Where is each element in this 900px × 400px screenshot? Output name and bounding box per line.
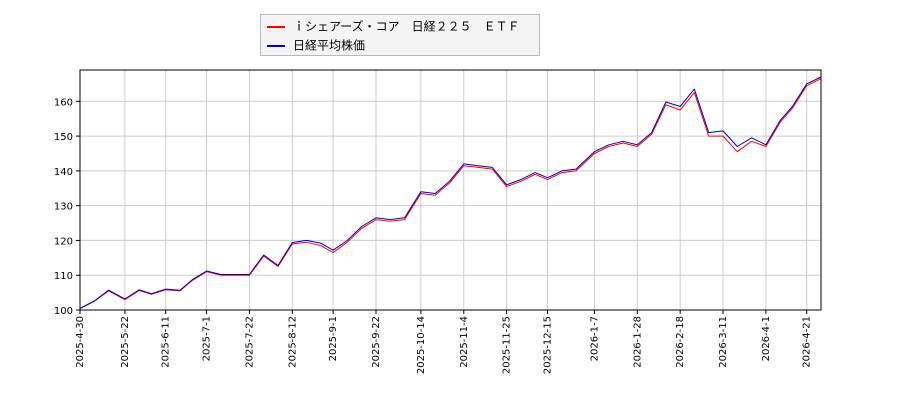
x-tick-label: 2025-11-25: [502, 316, 513, 374]
series-line-nikkei: [79, 76, 822, 309]
x-tick-label: 2026-2-18: [675, 316, 686, 368]
x-tick-label: 2025-7-1: [202, 316, 213, 361]
plot-area: [80, 70, 821, 310]
legend-item-nikkei: 日経平均株価: [267, 37, 365, 53]
x-tick-label: 2025-9-1: [328, 316, 339, 361]
plot-frame: [79, 69, 822, 311]
x-tick-label: 2025-4-30: [75, 316, 86, 368]
legend-label-nikkei: 日経平均株価: [293, 38, 366, 53]
y-tick-label: 150: [54, 132, 73, 143]
x-tick-label: 2025-9-22: [371, 316, 382, 368]
legend-swatch-nikkei: [267, 44, 285, 47]
y-tick-label: 140: [54, 167, 73, 178]
series-line-etf: [79, 78, 822, 310]
legend-item-etf: ｉシェアーズ・コア 日経２２５ ＥＴＦ: [267, 18, 520, 34]
y-tick-label: 130: [54, 202, 73, 213]
x-tick-label: 2025-7-22: [244, 316, 255, 368]
legend-label-etf: ｉシェアーズ・コア 日経２２５ ＥＴＦ: [293, 19, 520, 34]
legend-swatch-etf: [267, 25, 285, 28]
x-tick-label: 2025-6-11: [161, 316, 172, 368]
x-tick-label: 2025-12-15: [542, 316, 553, 374]
chart-legend: ｉシェアーズ・コア 日経２２５ ＥＴＦ 日経平均株価: [260, 14, 540, 56]
x-tick-label: 2026-1-7: [589, 316, 600, 361]
x-tick-label: 2026-4-21: [802, 316, 813, 368]
x-tick-label: 2025-5-22: [120, 316, 131, 368]
y-tick-label: 120: [54, 236, 73, 247]
x-tick-label: 2026-1-28: [632, 316, 643, 368]
x-tick-label: 2025-10-14: [416, 316, 427, 374]
x-tick-label: 2025-11-4: [459, 316, 470, 368]
y-tick-label: 100: [54, 306, 73, 317]
x-tick-label: 2026-3-11: [718, 316, 729, 368]
x-tick-label: 2025-8-12: [287, 316, 298, 368]
y-tick-label: 160: [54, 97, 73, 108]
y-tick-label: 110: [54, 271, 73, 282]
x-tick-label: 2026-4-1: [761, 316, 772, 361]
